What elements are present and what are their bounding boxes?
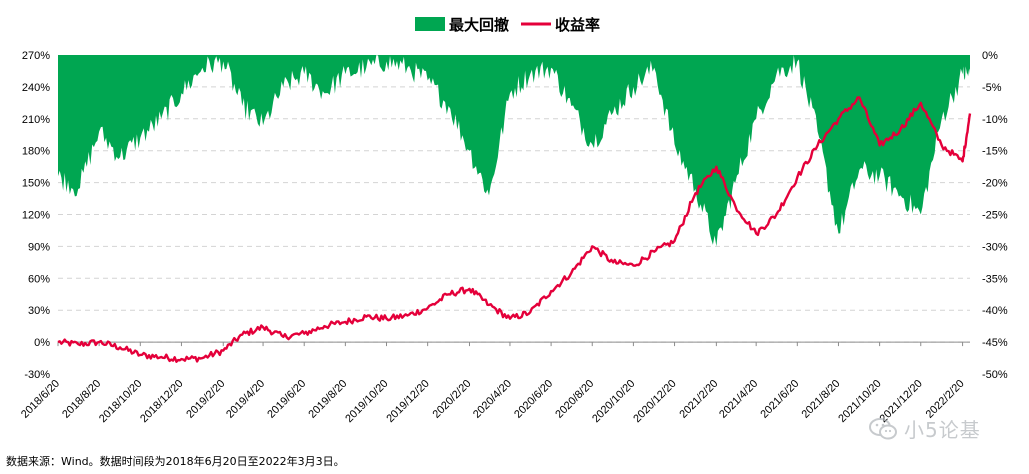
- x-axis-tick-label: 2018/6/20: [19, 378, 62, 421]
- x-axis-tick-label: 2021/8/20: [799, 378, 842, 421]
- legend-label-return: 收益率: [555, 16, 600, 34]
- left-axis-tick-label: 0%: [34, 337, 50, 349]
- legend-swatch-drawdown: [415, 17, 445, 31]
- left-axis-labels: 270% 240% 210% 180% 150% 120% 90% 60% 30% 0% -30%: [22, 50, 50, 381]
- x-axis-tick-label: 2018/8/20: [60, 378, 103, 421]
- x-axis-tick-label: 2020/6/20: [512, 378, 555, 421]
- left-axis-tick-label: -30%: [24, 369, 50, 381]
- right-axis-tick-label: -30%: [982, 241, 1008, 253]
- left-axis-tick-label: 240%: [22, 82, 50, 94]
- left-axis-tick-label: 180%: [22, 146, 50, 158]
- right-axis-tick-label: -10%: [982, 114, 1008, 126]
- watermark: 小5论基: [868, 414, 981, 443]
- x-axis-tick-label: 2020/10/20: [590, 378, 637, 425]
- left-axis-tick-label: 150%: [22, 178, 50, 190]
- right-axis-tick-label: -25%: [982, 210, 1008, 222]
- watermark-text: 小5论基: [904, 418, 981, 442]
- x-axis-tick-label: 2019/8/20: [306, 378, 349, 421]
- drawdown-area: [58, 55, 970, 247]
- x-axis-tick-label: 2021/6/20: [758, 378, 801, 421]
- x-axis-tick-label: 2019/12/20: [384, 378, 431, 425]
- x-axis-tick-label: 2021/2/20: [677, 378, 720, 421]
- x-axis-tick-label: 2018/10/20: [97, 378, 144, 425]
- right-axis-tick-label: -20%: [982, 178, 1008, 190]
- wechat-icon: [869, 417, 897, 439]
- x-axis-tick-label: 2019/10/20: [343, 378, 390, 425]
- left-axis-tick-label: 90%: [28, 241, 50, 253]
- right-axis-tick-label: -45%: [982, 337, 1008, 349]
- right-axis-tick-label: -50%: [982, 369, 1008, 381]
- x-axis-tick-label: 2018/12/20: [138, 378, 185, 425]
- x-axis-tick-label: 2020/2/20: [431, 378, 474, 421]
- source-note: 数据来源：Wind。数据时间段为2018年6月20日至2022年3月3日。: [6, 455, 345, 468]
- x-axis-tick-label: 2020/12/20: [631, 378, 678, 425]
- x-axis-labels: 2018/6/202018/8/202018/10/202018/12/2020…: [19, 378, 967, 425]
- x-axis-tick-label: 2019/6/20: [265, 378, 308, 421]
- x-axis-tick-label: 2021/4/20: [717, 378, 760, 421]
- x-axis-tick-label: 2020/4/20: [471, 378, 514, 421]
- left-axis-tick-label: 210%: [22, 114, 50, 126]
- left-axis-tick-label: 60%: [28, 273, 50, 285]
- x-axis-tick-label: 2019/2/20: [184, 378, 227, 421]
- right-axis-tick-label: -5%: [982, 82, 1002, 94]
- legend: 最大回撤 收益率: [415, 16, 600, 34]
- left-axis-tick-label: 270%: [22, 50, 50, 62]
- right-axis-tick-label: 0%: [982, 50, 998, 62]
- x-axis-ticks: [57, 342, 964, 347]
- x-axis-tick-label: 2019/4/20: [224, 378, 267, 421]
- right-axis-tick-label: -40%: [982, 305, 1008, 317]
- right-axis-tick-label: -15%: [982, 146, 1008, 158]
- return-line: [57, 96, 972, 363]
- right-axis-tick-label: -35%: [982, 273, 1008, 285]
- left-axis-tick-label: 120%: [22, 210, 50, 222]
- right-axis-labels: 0% -5% -10% -15% -20% -25% -30% -35% -40% -45% -50…: [982, 50, 1008, 381]
- x-axis-tick-label: 2020/8/20: [553, 378, 596, 421]
- legend-label-drawdown: 最大回撤: [449, 16, 509, 34]
- left-axis-tick-label: 30%: [28, 305, 50, 317]
